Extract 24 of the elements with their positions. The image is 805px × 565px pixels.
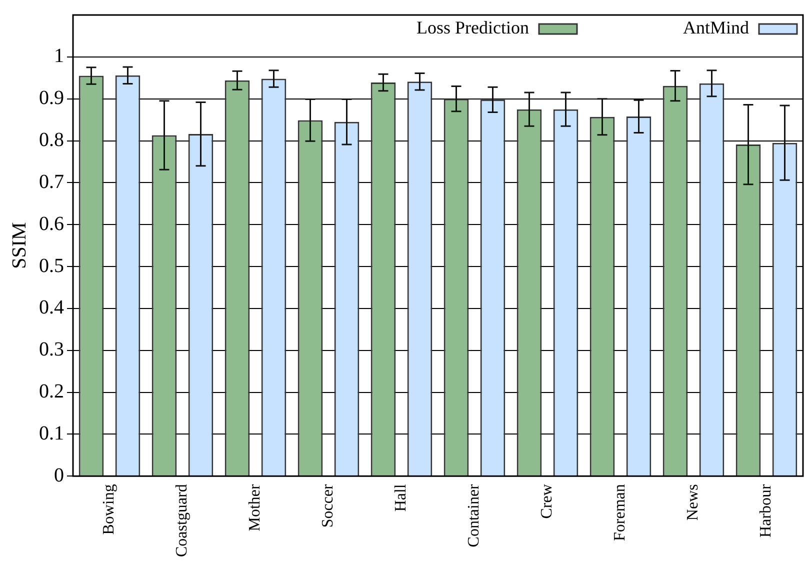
x-tick-label: Soccer (320, 483, 337, 528)
y-tick-label: 0.1 (39, 422, 64, 444)
y-tick-label: 0 (54, 464, 64, 486)
y-tick-label: 0.5 (39, 254, 64, 277)
x-tick-label: News (684, 484, 702, 521)
y-tick-label: 0.9 (39, 87, 64, 110)
y-tick-label: 0.8 (39, 129, 64, 152)
x-tick-label: Harbour (758, 483, 775, 538)
x-tick-label: Crew (538, 484, 556, 519)
x-tick-label: Coastguard (174, 484, 191, 557)
x-tick-label: Container (466, 483, 483, 548)
y-tick-label: 0.4 (39, 296, 64, 319)
x-tick-label: Hall (392, 484, 410, 512)
y-tick-label: 0.7 (39, 170, 64, 193)
legend-label: AntMind (682, 18, 749, 38)
x-tick-label: Mother (246, 483, 264, 532)
y-axis-title: SSIM (8, 222, 30, 269)
y-tick-label: 0.6 (39, 212, 64, 235)
y-tick-label: 0.2 (39, 380, 64, 403)
legend-label: Loss Prediction (416, 18, 529, 38)
x-tick-label: Foreman (612, 484, 629, 541)
y-tick-label: 1 (54, 45, 64, 68)
y-tick-label: 0.3 (39, 338, 64, 361)
x-tick-label: Bowing (100, 484, 118, 535)
